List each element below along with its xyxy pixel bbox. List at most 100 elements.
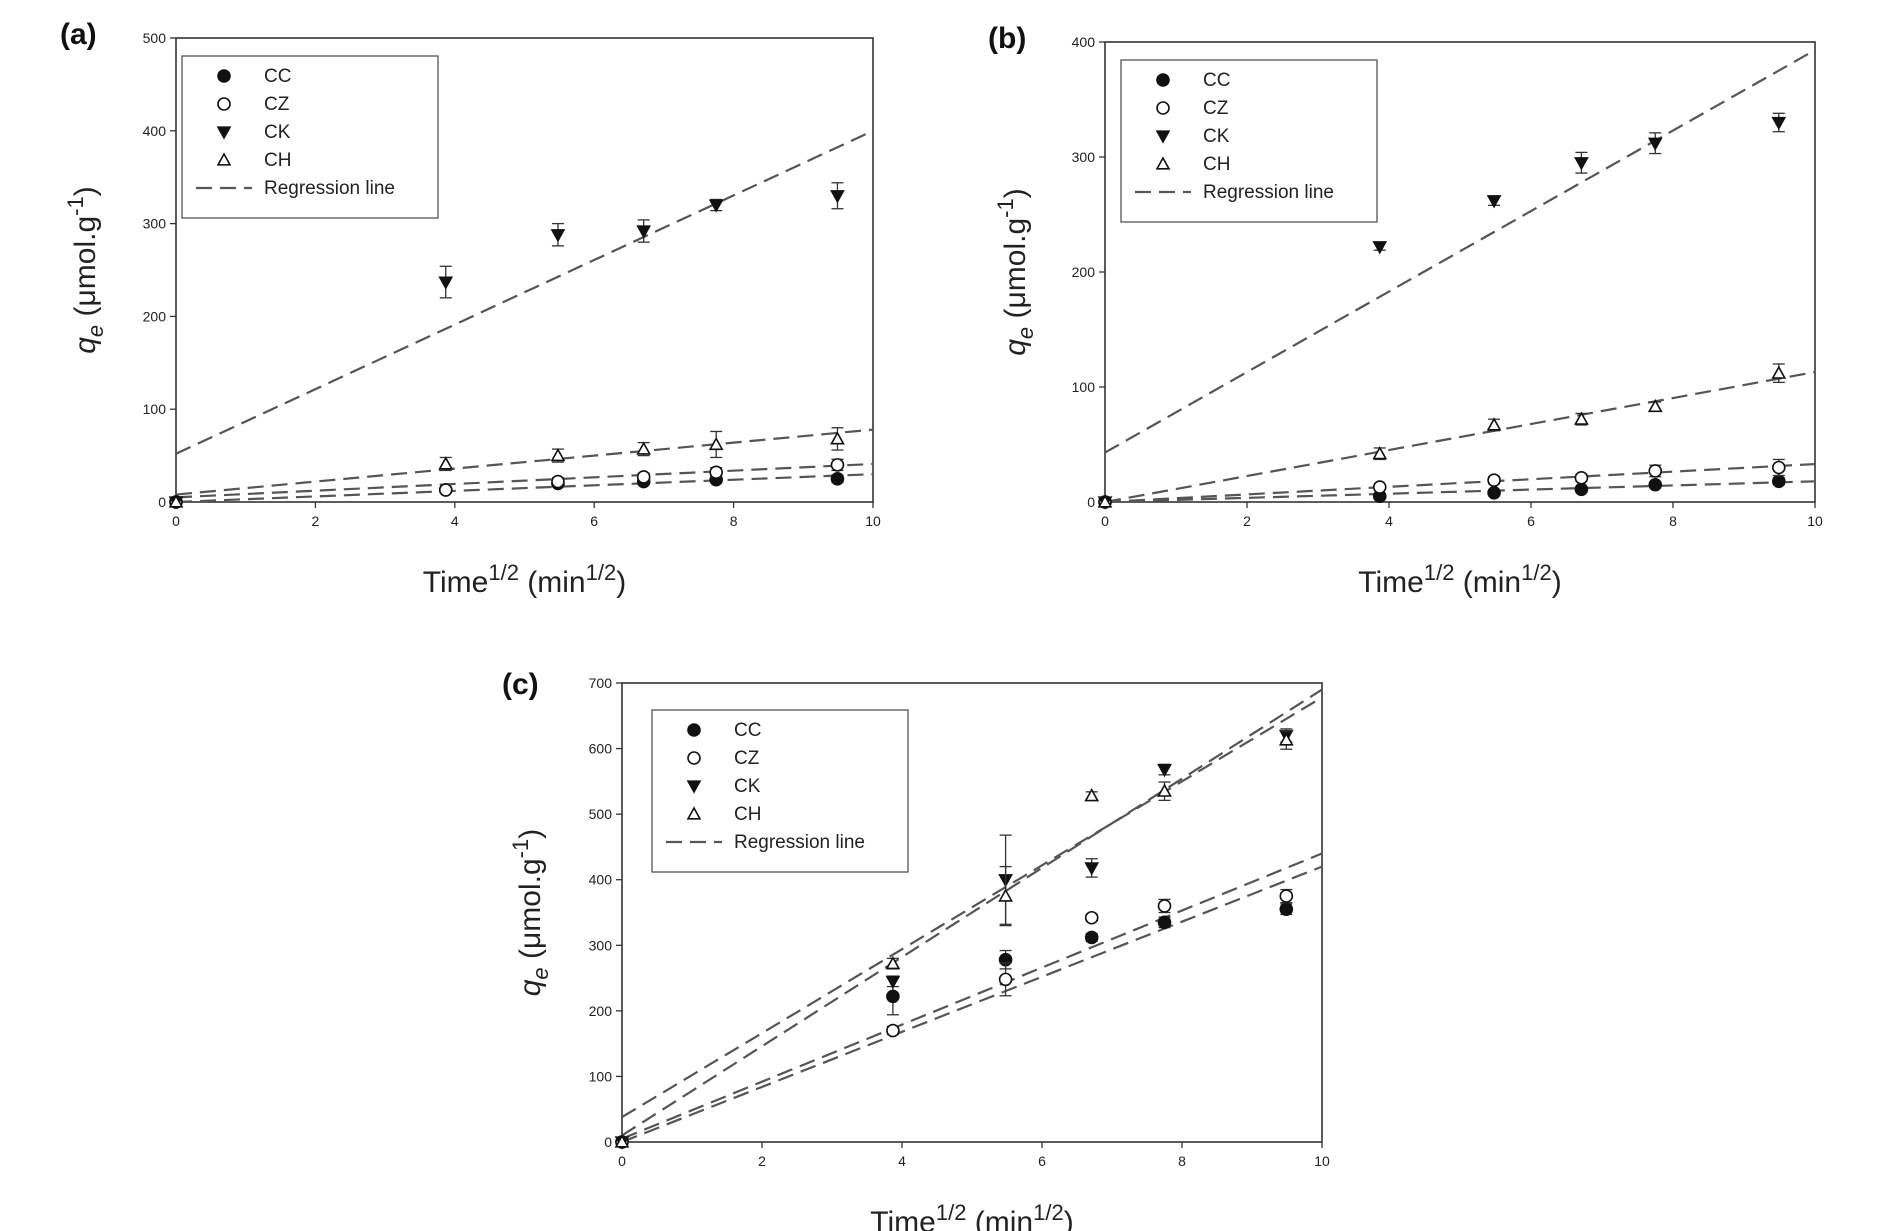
y-tick-label-c: 500	[589, 806, 613, 822]
y-tick-label-a: 300	[143, 216, 167, 232]
data-point-b-cz	[1574, 471, 1589, 485]
y-tick-label-c: 700	[589, 675, 613, 691]
plot-frame-c	[621, 682, 1323, 1143]
legend-marker-c-ch	[686, 806, 702, 820]
data-point-c-cz	[886, 1023, 900, 1038]
data-point-a-ck	[636, 225, 652, 239]
data-point-a-cz	[830, 458, 845, 472]
regression-line-a	[176, 129, 873, 455]
y-axis-label-a: qe (μmol.g-1)	[63, 186, 108, 353]
series-c-ck	[614, 728, 1294, 1150]
y-tick-label-c: 200	[589, 1003, 613, 1019]
series-a-ck	[168, 182, 845, 510]
x-tick-label-a: 4	[451, 513, 459, 529]
data-point-c-cz	[1279, 889, 1294, 903]
x-tick-label-b: 10	[1807, 513, 1823, 529]
legend-label-b: Regression line	[1203, 182, 1334, 203]
legend-marker-a-cc	[217, 69, 231, 83]
x-tick-label-a: 8	[730, 513, 738, 529]
x-axis-label-c: Time1/2 (min1/2)	[870, 1200, 1073, 1231]
panel-label-c: (c)	[502, 668, 539, 701]
data-point-c-ck	[1084, 862, 1100, 876]
data-point-c-cz	[1084, 910, 1099, 925]
regression-line-c	[622, 852, 1322, 1140]
data-point-c-cc	[1084, 930, 1099, 945]
regression-line-a	[176, 462, 873, 499]
legend-label-c: CZ	[734, 748, 760, 769]
regression-lines-c	[622, 688, 1322, 1142]
x-tick-label-b: 4	[1385, 513, 1393, 529]
data-point-b-cz	[1771, 460, 1786, 475]
legend-label-c: Regression line	[734, 832, 865, 853]
chart-panel-c: (c) 0 2 4 6 8 10 0 100 200 300 400 500 600 700 Time1/2 …	[440, 640, 1440, 1231]
y-tick-label-b: 0	[1087, 494, 1095, 510]
y-tick-label-b: 200	[1072, 264, 1096, 280]
data-point-c-ch	[614, 1134, 630, 1148]
legend-marker-c-ck	[686, 780, 702, 794]
x-axis-label-b: Time1/2 (min1/2)	[1358, 560, 1561, 599]
data-point-c-cc	[1279, 902, 1294, 917]
y-tick-label-b: 400	[1072, 34, 1096, 50]
legend-marker-b-cz	[1156, 101, 1170, 115]
data-point-b-ch	[1647, 398, 1663, 413]
x-tick-label-c: 4	[898, 1153, 906, 1169]
y-tick-label-c: 400	[589, 872, 613, 888]
data-point-a-ch	[168, 494, 184, 508]
series-c-ch	[614, 730, 1294, 1148]
legend-label-a: CZ	[264, 94, 290, 115]
legend-label-c: CH	[734, 804, 761, 825]
y-tick-label-a: 200	[143, 308, 167, 324]
legend-label-a: CC	[264, 66, 291, 87]
data-point-b-ch	[1574, 411, 1589, 425]
x-tick-label-b: 2	[1243, 513, 1251, 529]
data-point-a-ch	[636, 441, 652, 455]
data-point-a-ck	[830, 190, 845, 204]
data-point-a-ck	[438, 276, 454, 290]
data-point-b-cc	[1487, 485, 1501, 500]
chart-panel-b: (b) 0 2 4 6 8 10 0 100 200 300 400 Time1/2 (min1/2) q…	[943, 0, 1886, 620]
data-point-a-cz	[551, 474, 565, 489]
legend-c: CC CZ CK CH Regression line	[651, 709, 909, 873]
data-point-b-ck	[1771, 116, 1787, 131]
chart-c-svg: (c)0 2 4 6 8 100100200300400500600700Time1/2 …	[502, 668, 1330, 1231]
series-b-ch	[1097, 363, 1787, 508]
data-point-a-ch	[438, 456, 454, 470]
x-tick-label-c: 0	[618, 1153, 626, 1169]
data-point-c-cz	[1157, 899, 1172, 913]
y-tick-label-c: 100	[589, 1068, 613, 1084]
x-tick-label-b: 6	[1527, 513, 1535, 529]
data-point-b-ck	[1372, 241, 1388, 255]
legend-label-b: CK	[1203, 126, 1230, 147]
data-point-c-ch	[1157, 783, 1172, 797]
x-tick-label-a: 6	[590, 513, 598, 529]
legend-label-a: CH	[264, 150, 291, 171]
data-point-b-ch	[1486, 417, 1502, 431]
data-point-a-ck	[550, 229, 566, 243]
legend-b: CC CZ CK CH Regression line	[1120, 59, 1378, 223]
legend-marker-b-ch	[1155, 156, 1171, 170]
x-axis-label-a: Time1/2 (min1/2)	[423, 560, 626, 599]
legend-label-c: CC	[734, 720, 761, 741]
y-tick-label-b: 300	[1072, 149, 1096, 165]
legend-label-b: CC	[1203, 70, 1230, 91]
data-point-b-cc	[1648, 477, 1663, 492]
data-point-c-cz	[998, 972, 1013, 987]
data-point-a-cz	[709, 465, 723, 480]
legend-marker-c-cz	[687, 751, 701, 765]
legend-marker-b-ck	[1155, 130, 1171, 144]
regression-lines-b	[1105, 49, 1815, 502]
data-point-a-ch	[830, 431, 845, 445]
regression-line-c	[622, 696, 1322, 1119]
x-tick-label-b: 0	[1101, 513, 1109, 529]
data-point-c-ck	[1157, 763, 1172, 778]
data-point-a-cz	[438, 483, 453, 497]
y-tick-label-a: 500	[143, 30, 167, 46]
legend-marker-a-ck	[216, 126, 232, 140]
panel-label-a: (a)	[60, 18, 97, 51]
regression-lines-a	[176, 129, 873, 502]
regression-line-c	[622, 688, 1322, 1137]
data-point-c-cc	[886, 989, 900, 1004]
regression-line-b	[1105, 49, 1815, 454]
